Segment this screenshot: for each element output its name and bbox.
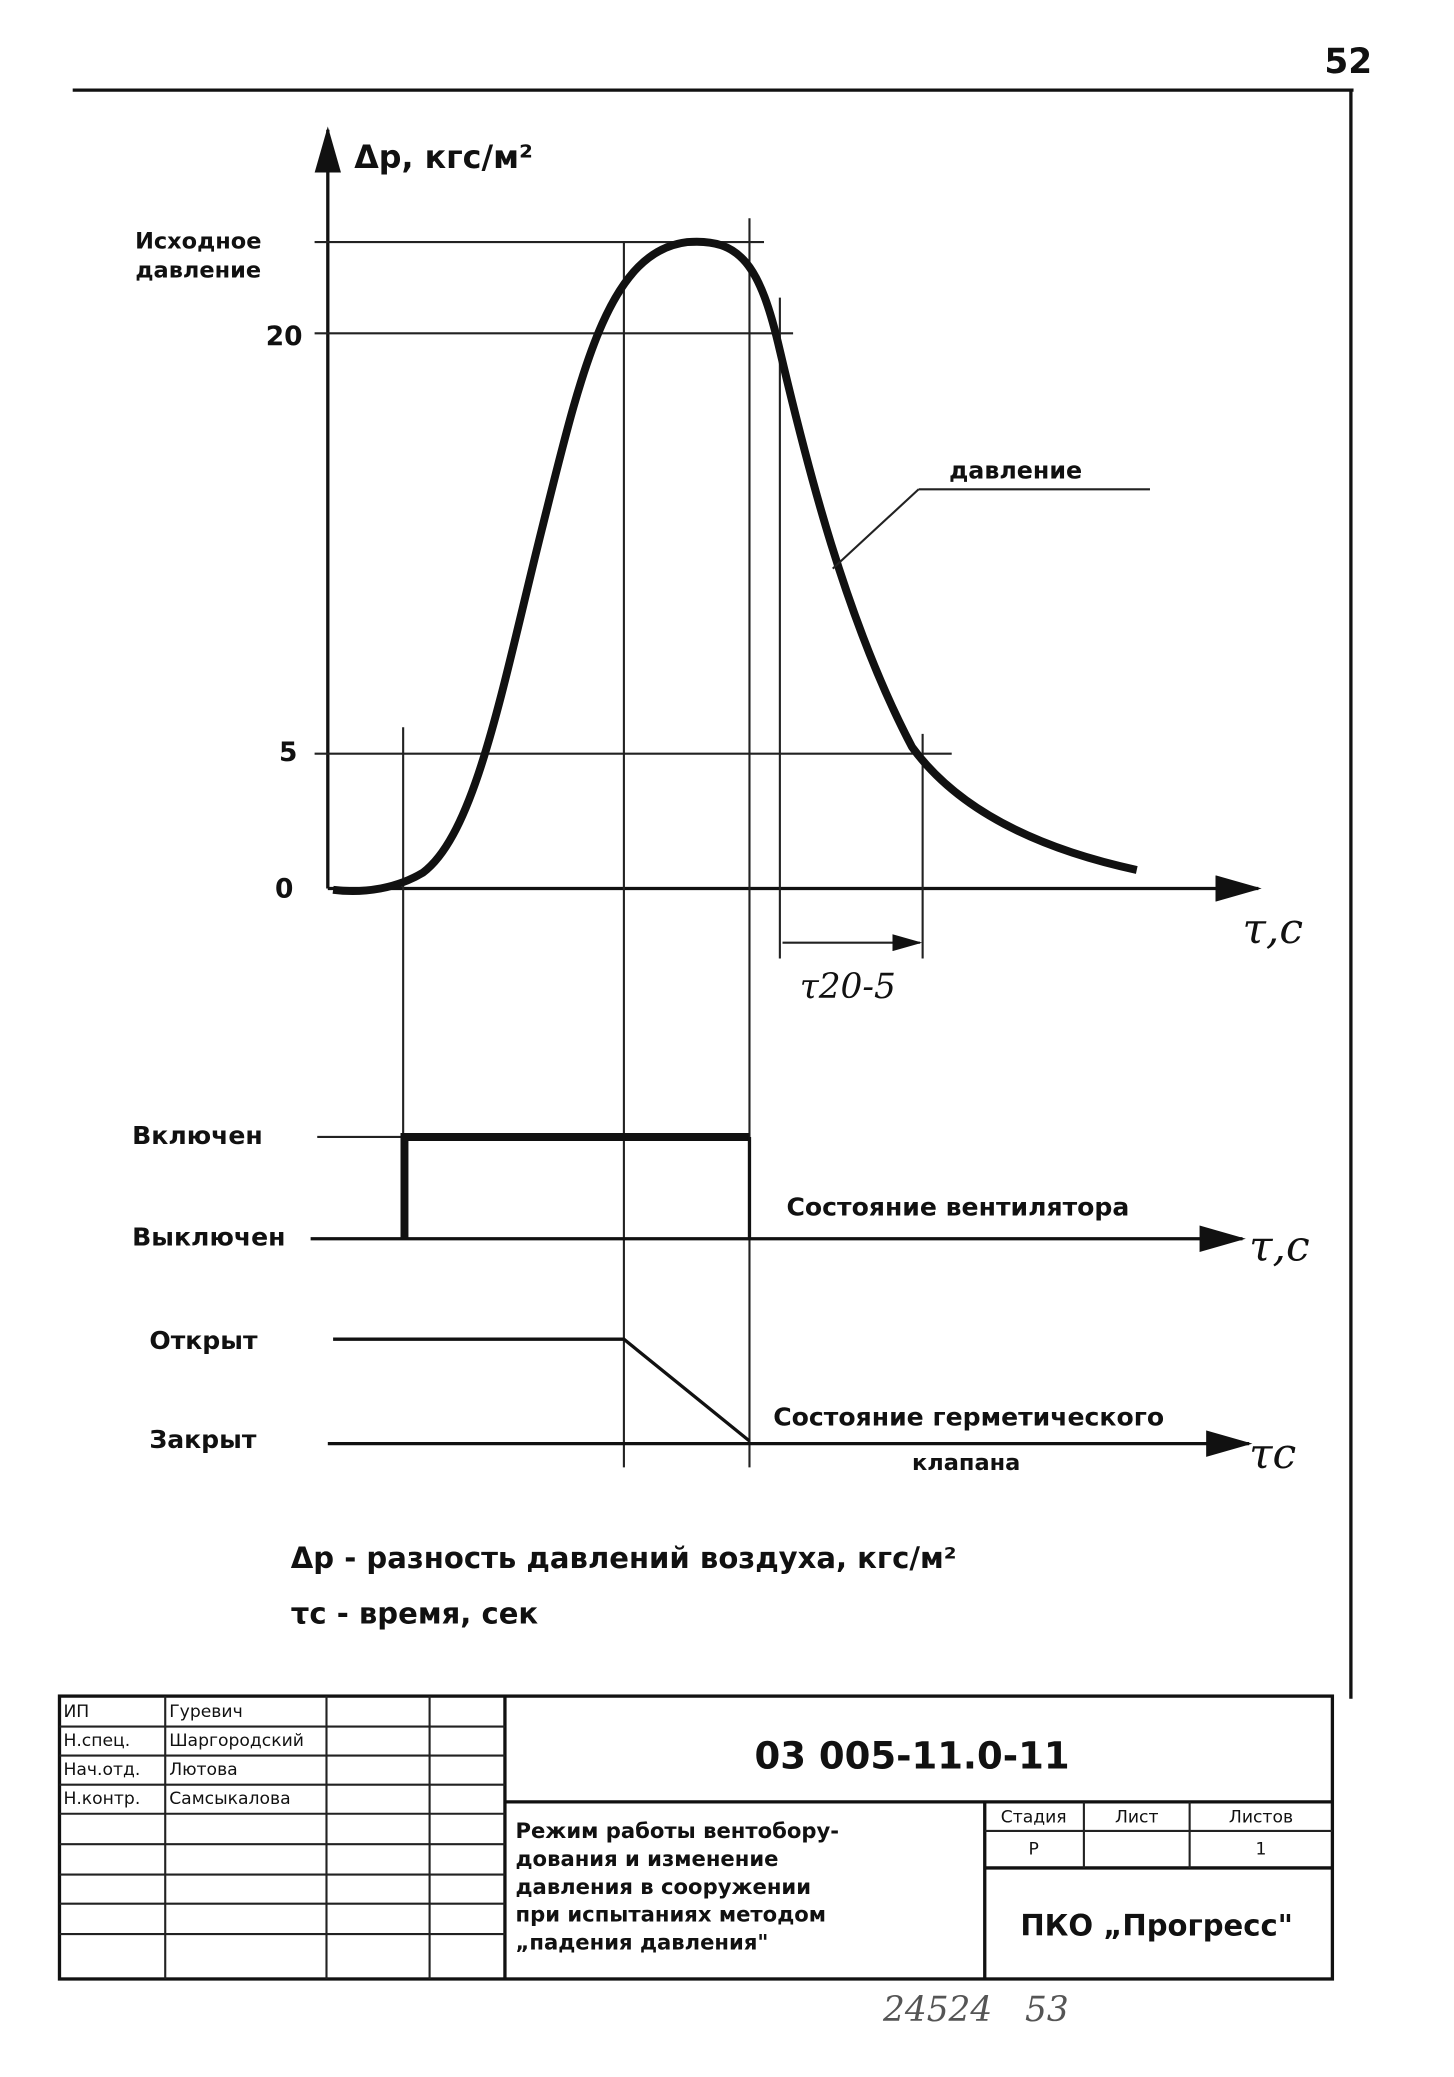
- role: ИП: [63, 1702, 89, 1722]
- pressure-chart: Δp, кгс/м² Исходное давление 20 5 0 τ,с …: [135, 126, 1304, 1468]
- caption: Состояние герметического: [773, 1403, 1164, 1432]
- description: Режим работы вентобору-: [516, 1818, 840, 1843]
- description: давления в сооружении: [516, 1874, 812, 1899]
- y-axis-label: Δp, кгс/м²: [354, 140, 533, 176]
- stage-value: 1: [1256, 1839, 1267, 1859]
- legend-line: Δp - разность давлений воздуха, кгс/м²: [291, 1541, 957, 1575]
- role: Нач.отд.: [63, 1760, 140, 1780]
- drawing-code: 03 005-11.0-11: [754, 1735, 1069, 1778]
- x-axis-label: τс: [1249, 1429, 1296, 1478]
- stage-header: Лист: [1115, 1808, 1159, 1828]
- role: Н.спец.: [63, 1731, 130, 1751]
- interval-label: τ20-5: [800, 967, 896, 1007]
- x-axis-label: τ,с: [1243, 904, 1304, 953]
- valve-chart: Открыт Закрыт Состояние герметического к…: [149, 1326, 1296, 1478]
- stage-header: Листов: [1229, 1808, 1293, 1828]
- caption: Состояние вентилятора: [786, 1192, 1129, 1221]
- tick-label: 0: [275, 873, 293, 904]
- description: „падения давления": [516, 1929, 769, 1954]
- stage-header: Стадия: [1001, 1808, 1067, 1828]
- tick-label: 5: [279, 737, 297, 768]
- initial-pressure: Исходное: [135, 229, 261, 255]
- legend-line: τс - время, сек: [291, 1596, 539, 1630]
- description: дования и изменение: [516, 1846, 779, 1871]
- title-block: ИП Гуревич Н.спец. Шаргородский Нач.отд.…: [57, 1694, 1335, 1981]
- state-label: Закрыт: [149, 1425, 257, 1454]
- page-number: 52: [1324, 42, 1372, 82]
- state-label: Включен: [132, 1121, 263, 1150]
- description: при испытаниях методом: [516, 1902, 827, 1927]
- state-label: Открыт: [149, 1326, 258, 1355]
- state-label: Выключен: [132, 1223, 285, 1252]
- curve-label: давление: [949, 457, 1082, 485]
- signer: Лютова: [169, 1760, 238, 1780]
- caption: клапана: [912, 1450, 1020, 1476]
- signer: Гуревич: [169, 1702, 243, 1722]
- footer: 24524 53: [882, 1990, 1069, 2030]
- x-axis-label: τ,с: [1249, 1221, 1310, 1270]
- signer: Самсыкалова: [169, 1789, 291, 1809]
- frame: [72, 88, 1354, 1699]
- organization: ПКО „Прогресс": [1020, 1908, 1293, 1942]
- fan-chart: Включен Выключен Состояние вентилятора τ…: [132, 1121, 1309, 1270]
- stage-value: Р: [1028, 1839, 1038, 1859]
- role: Н.контр.: [63, 1789, 140, 1809]
- signer: Шаргородский: [169, 1731, 304, 1751]
- initial-pressure: давление: [135, 258, 261, 284]
- tick-label: 20: [266, 321, 303, 352]
